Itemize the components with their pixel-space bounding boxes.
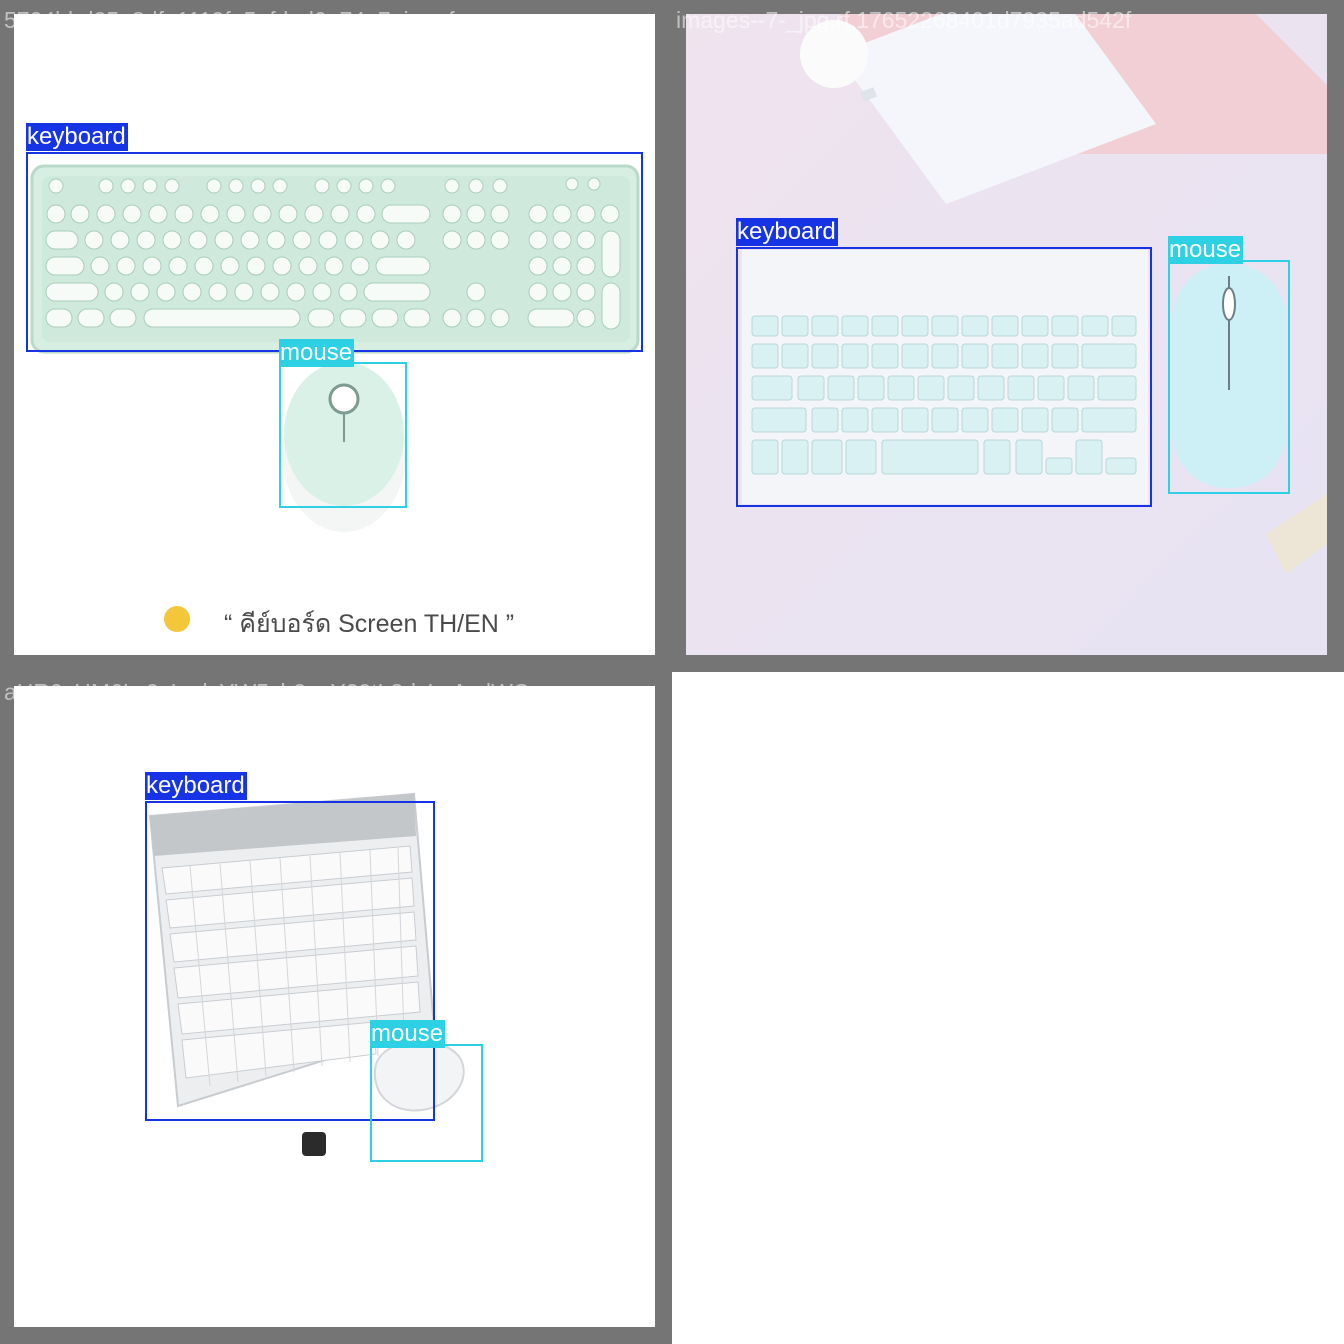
bullet-dot [164, 606, 190, 632]
image-2: keyboard mouse [686, 14, 1327, 655]
image-filename: aHR0cHM6Ly9zLmlzYW5vb2suY29tL3dvLzAvdWQv [4, 679, 543, 705]
mouse-bounding-box [1168, 260, 1290, 494]
image-1: “ คีย์บอร์ด Screen TH/EN ” keyboard mous… [14, 14, 655, 655]
mouse-label: mouse [370, 1020, 446, 1048]
keyboard-label: keyboard [145, 772, 247, 800]
image-tile-1: “ คีย์บอร์ด Screen TH/EN ” keyboard mous… [0, 0, 672, 672]
image-filename: 5704bbd25e8dfa1119fe5afdad0e74e7_jpg.rf. [4, 7, 462, 33]
keyboard-mouse-photo-2 [686, 14, 1327, 655]
mouse-bounding-box [279, 362, 407, 508]
keyboard-bounding-box [145, 801, 435, 1121]
keyboard-mouse-photo-1 [30, 164, 640, 532]
mouse-label: mouse [279, 339, 355, 367]
image-3: keyboard mouse [14, 686, 655, 1327]
keyboard-bounding-box [26, 152, 643, 352]
image-filename: images--7-_jpg.rf.17652268401d7935ad542f [676, 7, 1132, 33]
mouse-label: mouse [1168, 236, 1244, 264]
keyboard-bounding-box [736, 247, 1152, 507]
image-tile-2: keyboard mouse images--7-_jpg.rf.1765226… [672, 0, 1344, 672]
image-caption: “ คีย์บอร์ด Screen TH/EN ” [224, 610, 515, 638]
keyboard-label: keyboard [736, 218, 838, 246]
keyboard-label: keyboard [26, 123, 128, 151]
keyboard-mouse-photo-3 [148, 792, 465, 1156]
image-tile-3: keyboard mouse aHR0cHM6Ly9zLmlzYW5vb2suY… [0, 672, 672, 1344]
mouse-bounding-box [370, 1044, 483, 1162]
